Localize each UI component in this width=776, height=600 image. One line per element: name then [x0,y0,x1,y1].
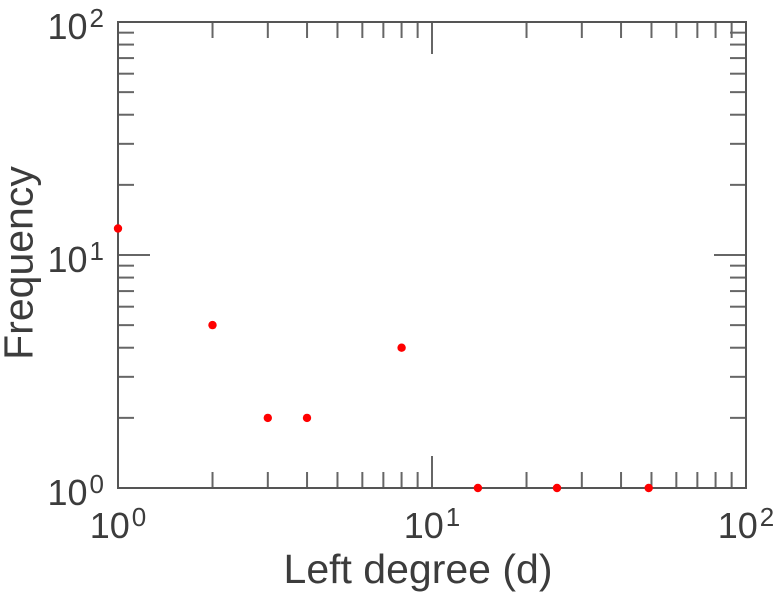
tick-exponent: 0 [131,502,147,533]
x-tick-label: 102 [717,504,775,546]
data-point [263,413,272,423]
tick-exponent: 0 [89,469,104,500]
tick-mantissa: 10 [47,472,88,513]
tick-exponent: 2 [759,502,775,533]
data-point [113,224,123,233]
data-point [208,320,217,330]
data-point [397,343,406,352]
series-frequency-points [113,224,653,493]
x-tick-label: 100 [89,504,147,546]
axis-ticks [117,21,747,489]
tick-mantissa: 10 [717,505,758,546]
tick-exponent: 1 [89,236,104,267]
plot-frame [117,21,747,489]
data-point [552,483,562,493]
tick-exponent: 2 [89,3,104,34]
tick-mantissa: 10 [47,6,88,47]
tick-exponent: 1 [445,502,461,533]
tick-mantissa: 10 [403,505,444,546]
y-tick-label: 101 [0,238,104,280]
data-point [302,413,312,423]
y-tick-label: 100 [0,471,104,513]
data-point [473,483,483,493]
data-point [644,483,653,493]
y-tick-label: 102 [0,5,104,47]
tick-mantissa: 10 [47,239,88,280]
x-axis-title: Left degree (d) [283,546,553,592]
tick-mantissa: 10 [89,505,130,546]
x-tick-label: 101 [403,504,461,546]
